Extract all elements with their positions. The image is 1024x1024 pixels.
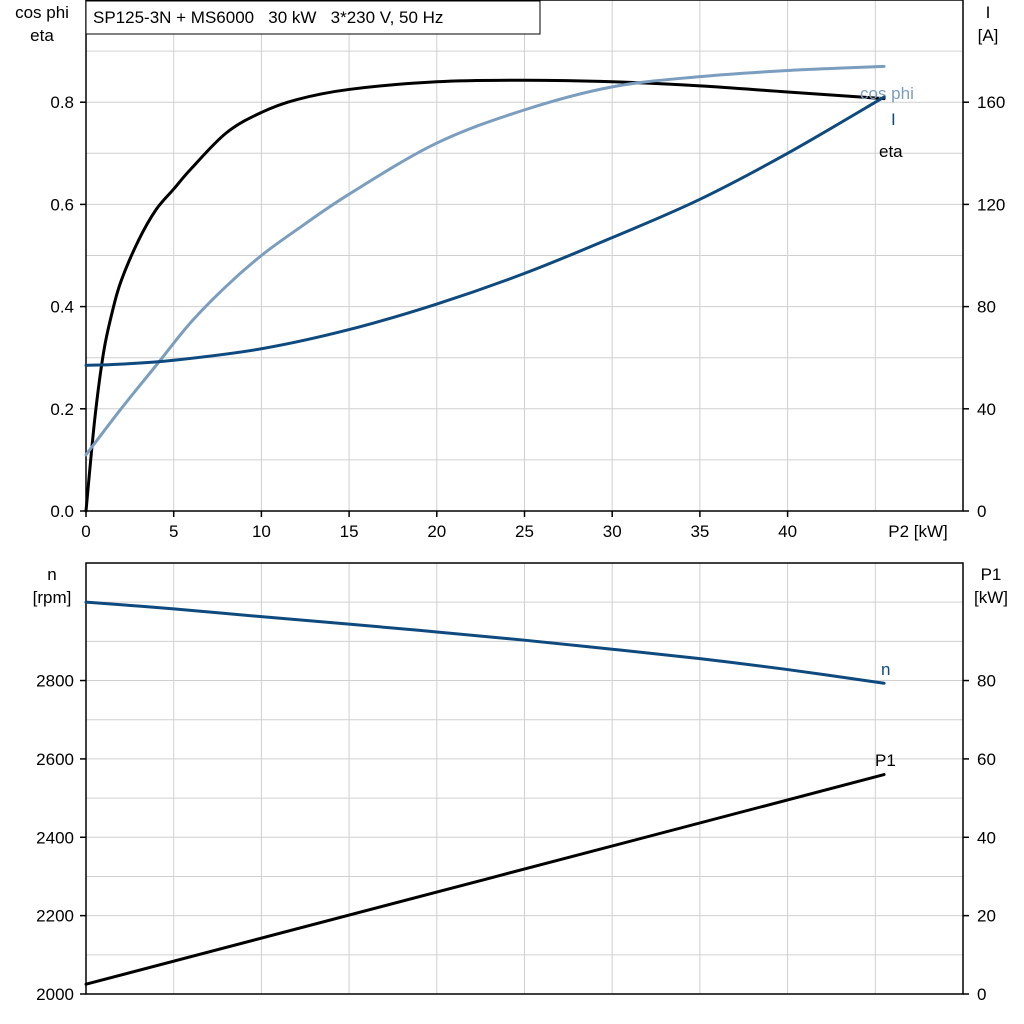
series-line-n [84, 600, 886, 685]
y-right-axis-label: P1 [981, 565, 1002, 584]
x-axis-label: P2 [kW] [888, 522, 948, 541]
y-right-tick-label: 0 [977, 502, 986, 521]
bottom-panel: 2000 2200 2400 2600 2800 0 20 40 60 80 n [rpm] P1 [kW… [33, 562, 1008, 1004]
y-left-tick-label: 2000 [36, 985, 74, 1004]
y-left-tick-label: 0.6 [50, 195, 74, 214]
y-left-axis-label: n [47, 565, 56, 584]
x-tick-label: 10 [252, 522, 271, 541]
x-tick-label: 5 [169, 522, 178, 541]
y-left-tick-label: 2800 [36, 672, 74, 691]
series-label-i: I [891, 110, 896, 129]
x-tick-label: 0 [81, 522, 90, 541]
x-tick-label: 25 [515, 522, 534, 541]
y-left-axis-label: cos phi [15, 3, 69, 22]
x-tick-label: 30 [603, 522, 622, 541]
y-left-tick-label: 0.0 [50, 502, 74, 521]
series-label-eta: eta [879, 142, 903, 161]
y-left-tick-label: 0.8 [50, 93, 74, 112]
y-right-axis-label: [kW] [974, 588, 1008, 607]
y-right-tick-label: 80 [977, 672, 996, 691]
y-right-axis-label: I [986, 3, 991, 22]
series-line-cos-phi [84, 64, 886, 457]
x-tick-label: 40 [778, 522, 797, 541]
x-tick-label: 15 [340, 522, 359, 541]
plot-frame [85, 562, 964, 995]
y-left-axis-label: [rpm] [33, 588, 72, 607]
y-left-tick-label: 2400 [36, 828, 74, 847]
series-label-cos-phi: cos phi [860, 84, 914, 103]
x-tick-label: 35 [690, 522, 709, 541]
y-right-tick-label: 80 [977, 298, 996, 317]
top-panel: 0.0 0.2 0.4 0.6 0.8 0 40 80 120 160 0 5 10 15 20 25 30 35… [15, 0, 1005, 541]
y-right-tick-label: 0 [977, 985, 986, 1004]
y-left-tick-label: 0.2 [50, 400, 74, 419]
series-label-p1: P1 [875, 751, 896, 770]
y-left-axis-label: eta [30, 26, 54, 45]
y-right-tick-label: 40 [977, 828, 996, 847]
series-label-n: n [881, 660, 890, 679]
y-right-tick-label: 20 [977, 907, 996, 926]
series-line-p1 [84, 773, 886, 986]
y-right-tick-label: 120 [977, 195, 1005, 214]
y-left-tick-label: 2600 [36, 750, 74, 769]
x-tick-label: 20 [427, 522, 446, 541]
title-box: SP125-3N + MS6000 30 kW 3*230 V, 50 Hz [85, 0, 541, 35]
series-line-eta [84, 78, 886, 513]
chart-title: SP125-3N + MS6000 30 kW 3*230 V, 50 Hz [93, 8, 443, 27]
y-right-tick-label: 160 [977, 93, 1005, 112]
y-left-tick-label: 0.4 [50, 298, 74, 317]
y-right-axis-label: [A] [978, 26, 999, 45]
y-left-tick-label: 2200 [36, 907, 74, 926]
y-right-tick-label: 40 [977, 400, 996, 419]
y-right-tick-label: 60 [977, 750, 996, 769]
series-line-i [84, 95, 886, 367]
